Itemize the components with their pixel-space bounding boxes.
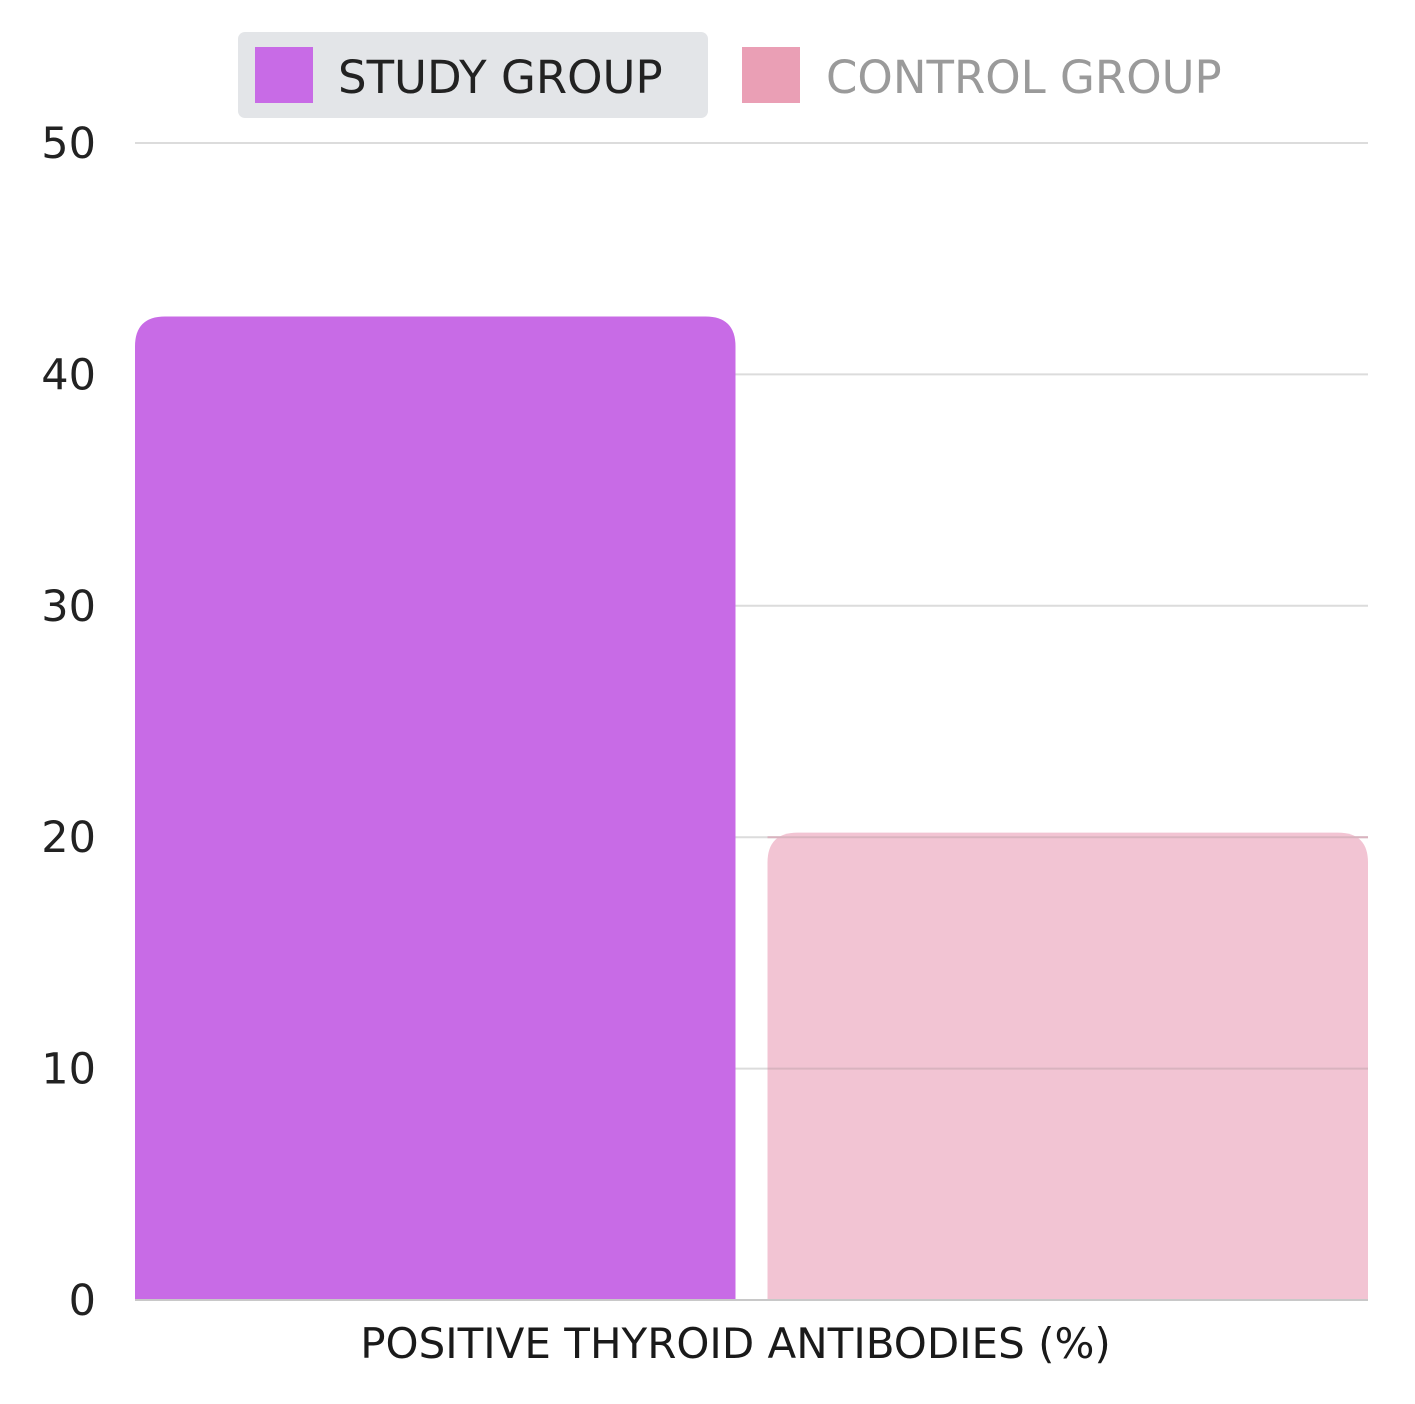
bar-control-group[interactable] [767,832,1369,1300]
legend-swatch [742,47,800,103]
legend-label: STUDY GROUP [338,51,663,104]
y-tick-label-50: 50 [41,119,96,169]
bars [135,316,1369,1300]
bar-study-group[interactable] [135,316,736,1300]
y-tick-label-0: 0 [69,1276,96,1326]
legend-item-study-group[interactable]: STUDY GROUP [238,32,708,118]
y-tick-label-40: 40 [41,350,96,400]
y-axis-tick-labels: 0 10 20 30 40 50 [41,119,96,1326]
x-axis-tick-labels: POSITIVE THYROID ANTIBODIES (%) [360,1319,1111,1368]
legend-swatch [255,47,313,103]
y-tick-label-30: 30 [41,582,96,632]
overlay-grid-lines [767,836,1368,1070]
y-tick-label-20: 20 [41,813,96,863]
x-tick-label: POSITIVE THYROID ANTIBODIES (%) [360,1319,1111,1368]
legend-item-control-group[interactable]: CONTROL GROUP [742,47,1222,104]
legend: STUDY GROUP CONTROL GROUP [238,32,1222,118]
legend-label: CONTROL GROUP [826,51,1222,104]
y-tick-label-10: 10 [41,1045,96,1095]
legend-highlight [238,32,708,118]
